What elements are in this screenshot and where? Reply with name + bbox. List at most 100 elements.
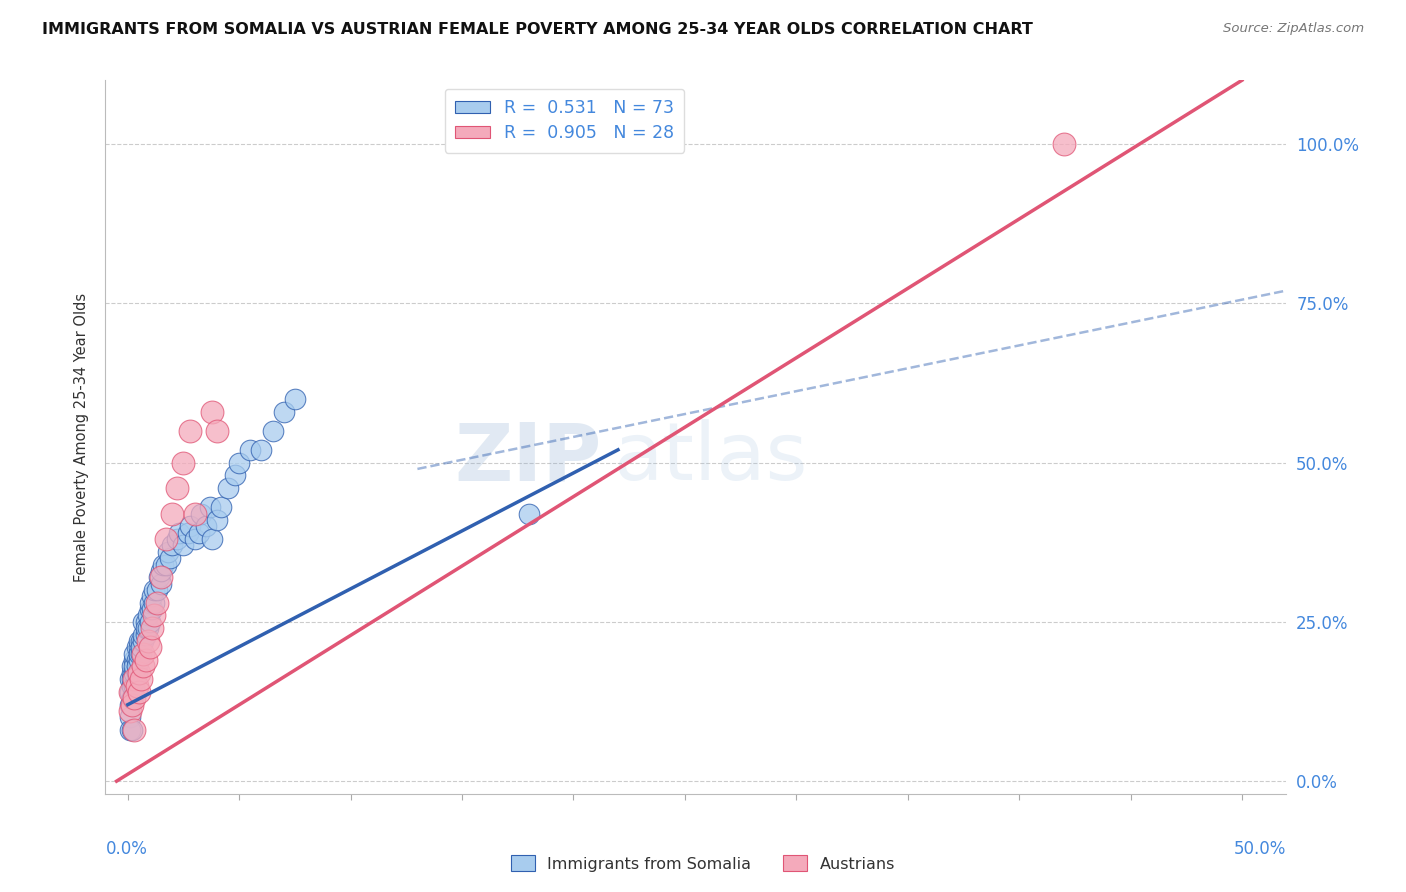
Point <box>162 538 184 552</box>
Point <box>124 672 146 686</box>
Point <box>284 392 307 406</box>
Point <box>132 634 155 648</box>
Point <box>128 634 150 648</box>
Point <box>250 442 273 457</box>
Point <box>125 665 148 680</box>
Point <box>179 424 201 438</box>
Point <box>132 615 155 629</box>
Point <box>124 659 146 673</box>
Point <box>124 691 146 706</box>
Point <box>172 538 194 552</box>
Point <box>139 615 162 629</box>
Point <box>118 698 141 712</box>
Point <box>205 513 228 527</box>
Point <box>1053 136 1076 151</box>
Point <box>183 532 205 546</box>
Text: atlas: atlas <box>613 419 807 498</box>
Point <box>124 653 146 667</box>
Point <box>135 653 157 667</box>
Point <box>135 621 157 635</box>
Text: Source: ZipAtlas.com: Source: ZipAtlas.com <box>1223 22 1364 36</box>
Point <box>217 481 239 495</box>
Point <box>136 608 159 623</box>
Point <box>517 507 540 521</box>
Point <box>128 685 150 699</box>
Point <box>128 653 150 667</box>
Point <box>125 679 148 693</box>
Point <box>224 468 246 483</box>
Point <box>118 672 141 686</box>
Point <box>129 672 152 686</box>
Point <box>156 545 179 559</box>
Point <box>150 564 173 578</box>
Point <box>129 634 152 648</box>
Legend: R =  0.531   N = 73, R =  0.905   N = 28: R = 0.531 N = 73, R = 0.905 N = 28 <box>444 89 685 153</box>
Text: 50.0%: 50.0% <box>1234 840 1286 858</box>
Point <box>135 615 157 629</box>
Point <box>121 659 143 673</box>
Point <box>159 551 181 566</box>
Point <box>132 647 155 661</box>
Point <box>162 507 184 521</box>
Point <box>262 424 284 438</box>
Point <box>121 698 143 712</box>
Point <box>129 647 152 661</box>
Point <box>194 519 217 533</box>
Point <box>152 558 174 572</box>
Text: 0.0%: 0.0% <box>105 840 148 858</box>
Point <box>177 525 200 540</box>
Point <box>132 627 155 641</box>
Point <box>136 634 159 648</box>
Text: ZIP: ZIP <box>454 419 602 498</box>
Legend: Immigrants from Somalia, Austrians: Immigrants from Somalia, Austrians <box>502 847 904 880</box>
Point <box>150 570 173 584</box>
Point <box>118 723 141 738</box>
Point <box>125 653 148 667</box>
Point <box>148 570 170 584</box>
Point <box>155 558 177 572</box>
Point <box>121 723 143 738</box>
Point <box>121 665 143 680</box>
Point <box>128 640 150 655</box>
Text: IMMIGRANTS FROM SOMALIA VS AUSTRIAN FEMALE POVERTY AMONG 25-34 YEAR OLDS CORRELA: IMMIGRANTS FROM SOMALIA VS AUSTRIAN FEMA… <box>42 22 1033 37</box>
Point <box>132 659 155 673</box>
Point <box>129 640 152 655</box>
Point <box>239 442 262 457</box>
Point <box>150 576 173 591</box>
Point <box>201 532 224 546</box>
Point <box>143 582 166 597</box>
Point <box>145 596 167 610</box>
Point <box>121 679 143 693</box>
Point <box>167 525 190 540</box>
Point <box>118 685 141 699</box>
Point <box>139 602 162 616</box>
Point <box>121 672 143 686</box>
Point <box>143 608 166 623</box>
Point <box>124 679 146 693</box>
Point <box>125 659 148 673</box>
Point <box>118 710 141 724</box>
Point <box>172 456 194 470</box>
Point <box>198 500 221 515</box>
Point <box>166 532 188 546</box>
Point <box>141 621 163 635</box>
Point <box>135 627 157 641</box>
Point <box>228 456 250 470</box>
Point <box>124 647 146 661</box>
Point <box>141 602 163 616</box>
Point <box>139 596 162 610</box>
Point <box>124 723 146 738</box>
Point <box>143 596 166 610</box>
Point <box>139 640 162 655</box>
Point <box>118 685 141 699</box>
Point <box>205 424 228 438</box>
Point <box>141 590 163 604</box>
Point <box>136 621 159 635</box>
Y-axis label: Female Poverty Among 25-34 Year Olds: Female Poverty Among 25-34 Year Olds <box>75 293 90 582</box>
Point <box>124 665 146 680</box>
Point <box>166 481 188 495</box>
Point <box>190 507 212 521</box>
Point <box>121 691 143 706</box>
Point <box>128 665 150 680</box>
Point <box>155 532 177 546</box>
